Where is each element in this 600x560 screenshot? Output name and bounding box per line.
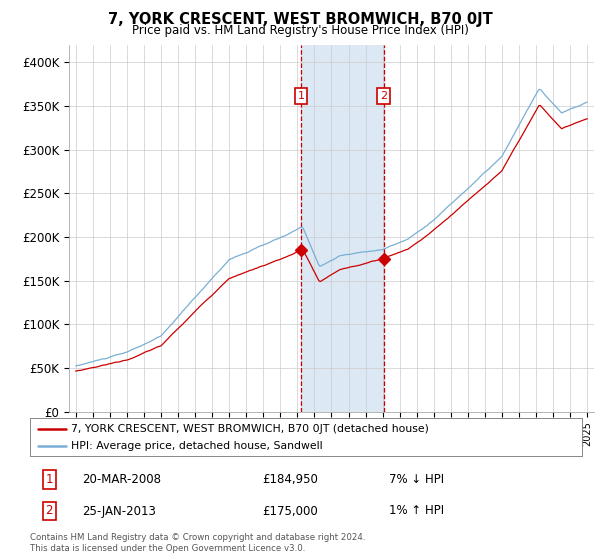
Text: Contains HM Land Registry data © Crown copyright and database right 2024.
This d: Contains HM Land Registry data © Crown c… — [30, 533, 365, 553]
Text: £184,950: £184,950 — [262, 473, 318, 486]
Text: 1: 1 — [46, 473, 53, 486]
Text: £175,000: £175,000 — [262, 505, 317, 517]
Text: Price paid vs. HM Land Registry's House Price Index (HPI): Price paid vs. HM Land Registry's House … — [131, 24, 469, 36]
Text: 25-JAN-2013: 25-JAN-2013 — [82, 505, 157, 517]
Text: 1% ↑ HPI: 1% ↑ HPI — [389, 505, 444, 517]
Text: 20-MAR-2008: 20-MAR-2008 — [82, 473, 161, 486]
Text: 7% ↓ HPI: 7% ↓ HPI — [389, 473, 444, 486]
Bar — [301, 45, 384, 412]
Text: 2: 2 — [46, 505, 53, 517]
Text: 2: 2 — [380, 91, 388, 101]
Text: 7, YORK CRESCENT, WEST BROMWICH, B70 0JT: 7, YORK CRESCENT, WEST BROMWICH, B70 0JT — [107, 12, 493, 27]
Text: HPI: Average price, detached house, Sandwell: HPI: Average price, detached house, Sand… — [71, 441, 323, 451]
Text: 1: 1 — [298, 91, 305, 101]
Text: 7, YORK CRESCENT, WEST BROMWICH, B70 0JT (detached house): 7, YORK CRESCENT, WEST BROMWICH, B70 0JT… — [71, 423, 429, 433]
